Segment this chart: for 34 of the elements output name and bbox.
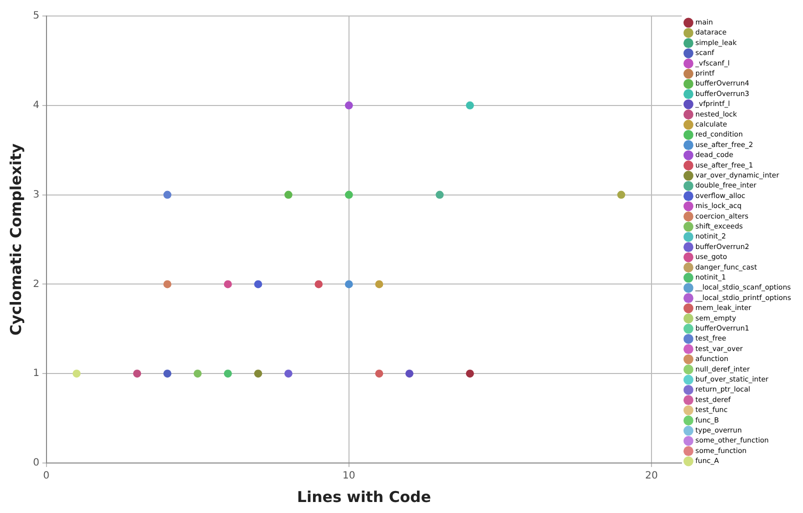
y-tick-label: 1 — [32, 368, 40, 380]
y-tick-label: 4 — [32, 100, 40, 111]
point — [163, 370, 172, 378]
point — [163, 190, 172, 199]
x-tick-label: 10 — [342, 470, 356, 482]
point — [72, 370, 81, 378]
x-tick-label: 0 — [43, 470, 50, 482]
point — [617, 190, 626, 199]
y-tick-label: 0 — [32, 458, 40, 469]
y-tick-label: 5 — [32, 10, 40, 22]
point — [466, 101, 474, 110]
point — [405, 370, 414, 378]
y-tick-label: 3 — [32, 189, 40, 200]
point — [254, 370, 262, 378]
y-axis-title: Cyclomatic Complexity — [6, 143, 25, 336]
y-tick-label: 2 — [32, 278, 40, 290]
point — [436, 190, 444, 199]
point — [466, 370, 474, 378]
point — [375, 280, 384, 288]
point — [314, 280, 323, 288]
point — [254, 280, 262, 288]
point — [224, 280, 232, 288]
point — [375, 370, 384, 378]
x-axis-title: Lines with Code — [297, 488, 432, 506]
point — [344, 280, 353, 288]
point — [344, 190, 353, 199]
point — [194, 370, 202, 378]
point — [284, 370, 292, 378]
x-tick-label: 20 — [645, 470, 658, 482]
point — [163, 280, 172, 288]
point — [344, 101, 353, 110]
point — [224, 370, 232, 378]
point — [284, 190, 292, 199]
point — [133, 370, 142, 378]
